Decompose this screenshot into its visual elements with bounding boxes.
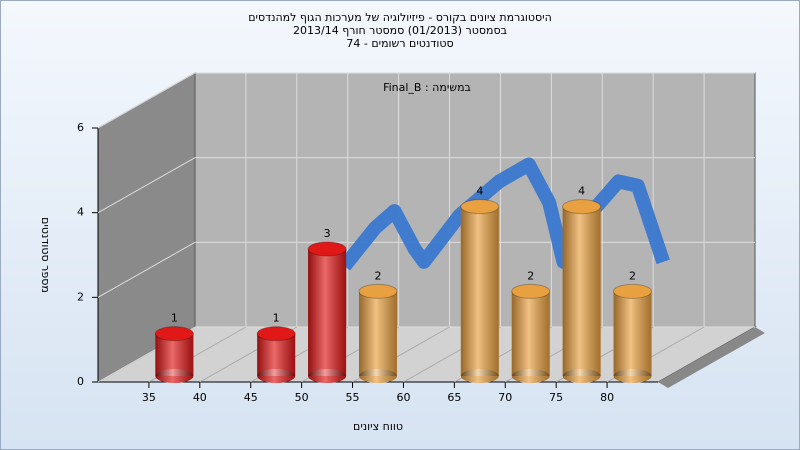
bar-top [511, 283, 551, 299]
y-tick-label: 6 [77, 121, 84, 134]
data-label: 1 [273, 312, 280, 325]
y-tick-label: 2 [77, 290, 84, 303]
chart-title: סטודנטים רשומים - 74 [346, 37, 453, 50]
x-tick-label: 70 [498, 391, 512, 404]
x-axis-title: טווח ציונים [353, 420, 403, 433]
y-axis-title: מספר סטודנטים [39, 217, 52, 293]
bar-top [307, 241, 347, 257]
x-tick-label: 65 [447, 391, 461, 404]
bar-shade [460, 206, 499, 376]
grid-line [97, 72, 196, 129]
chart-title: היסטוגרמת ציונים בקורס - פיזיולוגיה של מ… [248, 11, 552, 24]
bar-top [358, 283, 398, 299]
bar-shade [257, 333, 296, 376]
x-tick-label: 55 [346, 391, 360, 404]
floor-edge [658, 327, 765, 388]
data-label: 2 [375, 269, 382, 282]
chart-title: בסמסטר (01/2013) סמסטר חורף 2013/14 [293, 24, 507, 37]
bar-shade [155, 333, 194, 376]
chart-subtitle: במשימה : Final_B [383, 81, 471, 94]
bar-top [562, 199, 602, 215]
bar-top [154, 326, 194, 342]
data-label: 2 [629, 269, 636, 282]
x-tick-label: 60 [396, 391, 410, 404]
trend-ribbon [339, 157, 670, 271]
data-label: 3 [324, 227, 331, 240]
grid-line [97, 241, 196, 298]
x-tick-label: 35 [142, 391, 156, 404]
bar-shade [511, 291, 550, 376]
x-tick-label: 50 [295, 391, 309, 404]
x-tick-label: 80 [600, 391, 614, 404]
x-tick-label: 45 [244, 391, 258, 404]
data-label: 1 [171, 312, 178, 325]
bar-top [460, 199, 500, 215]
bar-shade [613, 291, 652, 376]
y-tick-label: 0 [77, 375, 84, 388]
x-tick-label: 75 [549, 391, 563, 404]
bar-top [256, 326, 296, 342]
data-label: 2 [527, 269, 534, 282]
y-tick-label: 4 [77, 206, 84, 219]
bar-shade [562, 206, 601, 376]
x-tick-label: 40 [193, 391, 207, 404]
data-label: 4 [578, 185, 585, 198]
grid-line [97, 157, 196, 214]
bar-top [613, 283, 653, 299]
data-label: 4 [476, 185, 483, 198]
bar-shade [308, 249, 347, 376]
bar-shade [359, 291, 397, 376]
